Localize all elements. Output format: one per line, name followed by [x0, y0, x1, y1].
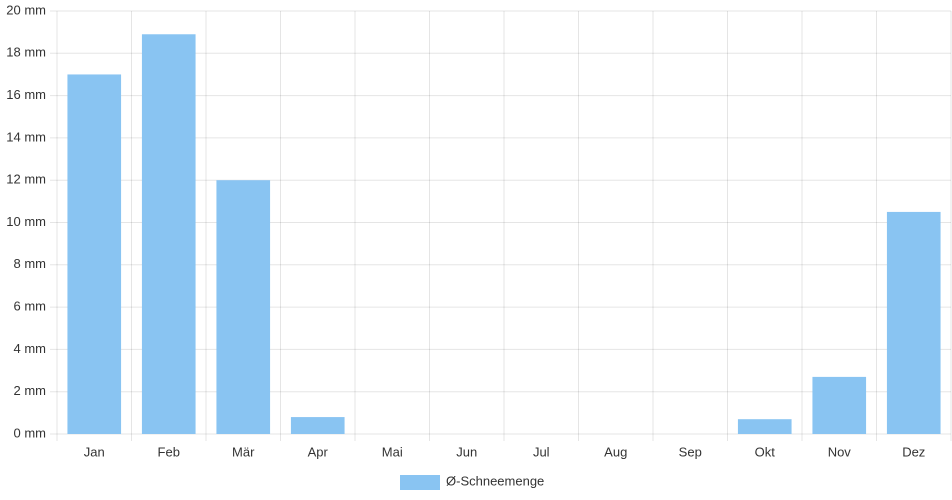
- y-tick-label: 8 mm: [14, 256, 47, 271]
- x-tick-label: Okt: [755, 444, 776, 459]
- bar: [886, 211, 941, 434]
- y-tick-label: 4 mm: [14, 341, 47, 356]
- x-tick-label: Jun: [456, 444, 477, 459]
- x-tick-label: Dez: [902, 444, 925, 459]
- y-tick-label: 6 mm: [14, 299, 47, 314]
- bar: [67, 74, 122, 434]
- legend-swatch: [400, 475, 440, 490]
- y-tick-label: 12 mm: [6, 172, 46, 187]
- bar: [216, 180, 271, 434]
- y-tick-label: 10 mm: [6, 214, 46, 229]
- x-tick-label: Apr: [308, 444, 329, 459]
- x-tick-label: Sep: [679, 444, 702, 459]
- bar: [141, 34, 196, 434]
- y-tick-label: 2 mm: [14, 383, 47, 398]
- bar: [290, 417, 345, 434]
- bar: [737, 419, 792, 434]
- x-tick-label: Aug: [604, 444, 627, 459]
- bar: [812, 376, 867, 434]
- x-tick-label: Nov: [828, 444, 852, 459]
- x-tick-label: Feb: [158, 444, 180, 459]
- x-tick-label: Jul: [533, 444, 550, 459]
- y-tick-label: 16 mm: [6, 87, 46, 102]
- x-tick-label: Jan: [84, 444, 105, 459]
- y-tick-label: 14 mm: [6, 129, 46, 144]
- y-tick-label: 0 mm: [14, 425, 47, 440]
- legend-label: Ø-Schneemenge: [446, 473, 544, 488]
- x-tick-label: Mai: [382, 444, 403, 459]
- x-tick-label: Mär: [232, 444, 255, 459]
- y-tick-label: 18 mm: [6, 45, 46, 60]
- y-tick-label: 20 mm: [6, 2, 46, 17]
